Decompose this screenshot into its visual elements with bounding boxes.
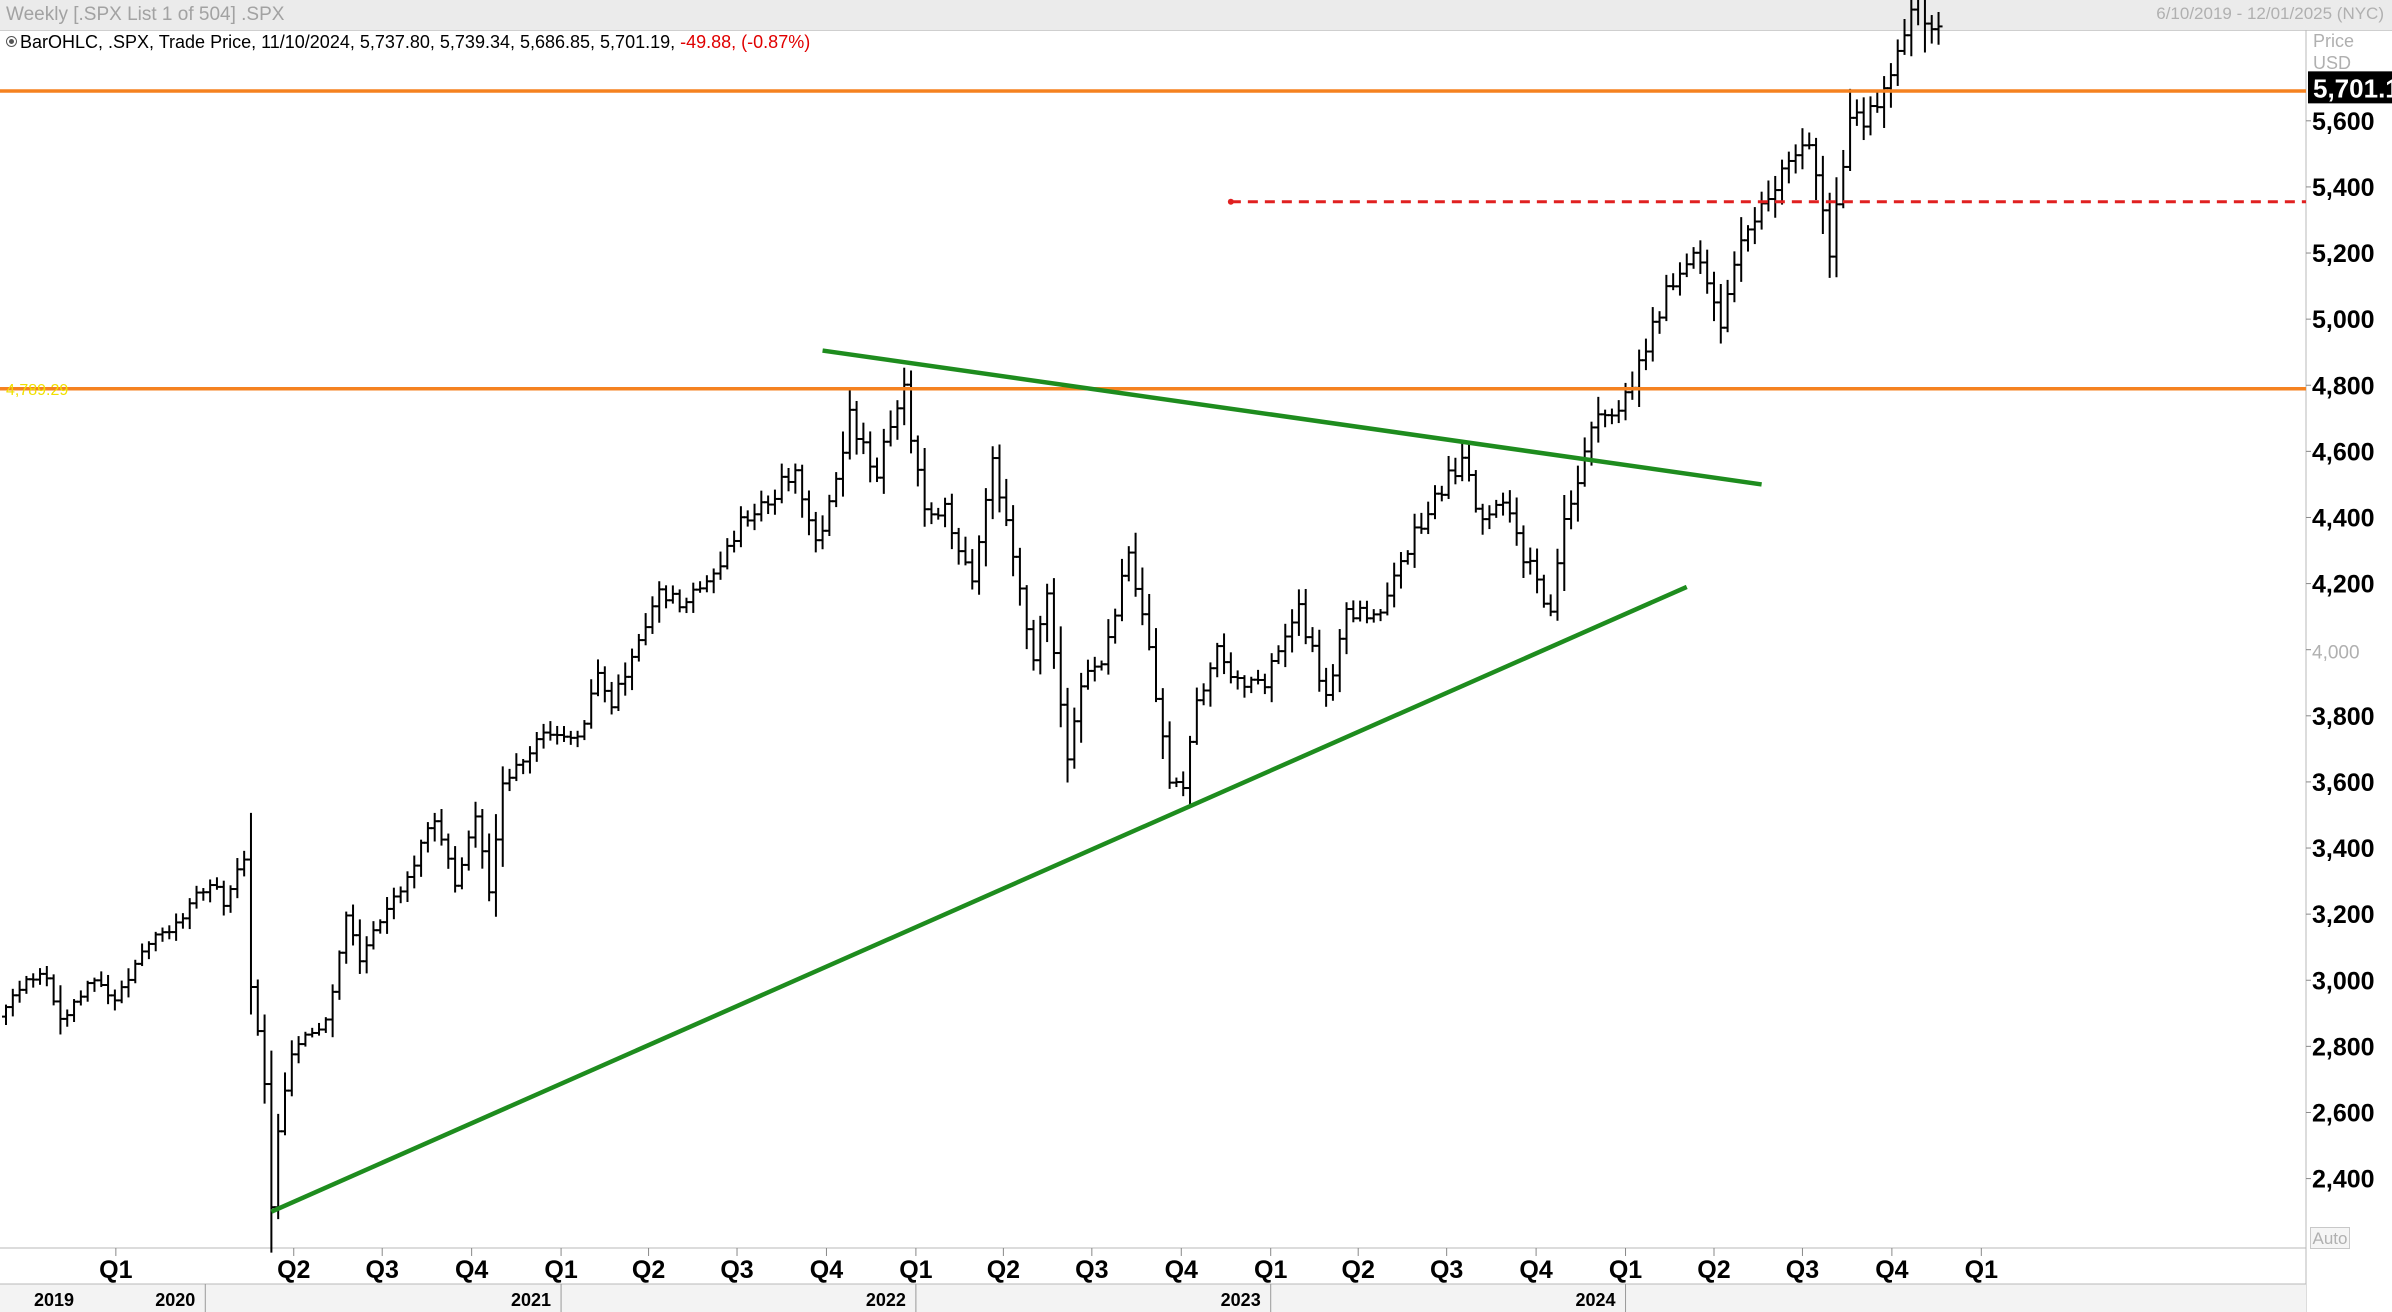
x-tick-label: Q1 xyxy=(544,1256,577,1284)
y-tick-label: 3,600 xyxy=(2312,769,2375,797)
year-label: 2021 xyxy=(511,1290,551,1310)
x-tick-label: Q3 xyxy=(1786,1256,1819,1284)
window-title: Weekly [.SPX List 1 of 504] .SPX xyxy=(6,4,285,25)
ohlc-bars xyxy=(2,0,1943,1253)
series-settings-icon[interactable] xyxy=(6,36,17,47)
y-tick-label: 2,800 xyxy=(2312,1033,2375,1061)
x-tick-label: Q3 xyxy=(1430,1256,1463,1284)
x-tick-label: Q1 xyxy=(1609,1256,1642,1284)
series-info-text: BarOHLC, .SPX, Trade Price, 11/10/2024, … xyxy=(20,32,676,52)
x-tick-label: Q4 xyxy=(455,1256,488,1284)
y-tick-label: 5,400 xyxy=(2312,174,2375,202)
ohlc-bar xyxy=(1923,0,1929,53)
ohlc-bar xyxy=(1907,0,1916,57)
prior-high-label: 4,789.29 xyxy=(6,382,68,399)
descending-trendline xyxy=(822,348,1762,487)
ohlc-bar xyxy=(1914,0,1920,26)
y-tick-label: 5,200 xyxy=(2312,240,2375,268)
rising-trendline xyxy=(270,584,1688,1214)
year-axis-band xyxy=(0,1284,2306,1312)
year-label: 2022 xyxy=(866,1290,906,1310)
price-axis-title: Price USD xyxy=(2313,30,2354,74)
year-label: 2020 xyxy=(155,1290,195,1310)
plot-area xyxy=(1,58,2306,1248)
x-tick-label: Q4 xyxy=(810,1256,843,1284)
y-tick-label: 4,800 xyxy=(2312,372,2375,400)
series-change-text: -49.88, (-0.87%) xyxy=(680,32,811,52)
last-price-label: 5,701.19 xyxy=(2313,73,2392,103)
y-tick-label: 4,400 xyxy=(2312,504,2375,532)
y-tick-label: 3,400 xyxy=(2312,835,2375,863)
x-tick-label: Q3 xyxy=(1075,1256,1108,1284)
x-tick-label: Q1 xyxy=(899,1256,932,1284)
x-tick-label: Q4 xyxy=(1165,1256,1198,1284)
year-label: 2019 xyxy=(34,1290,74,1310)
y-tick-label: 3,000 xyxy=(2312,967,2375,995)
y-tick-label: 3,200 xyxy=(2312,901,2375,929)
y-tick-label: 5,600 xyxy=(2312,108,2375,136)
x-tick-label: Q4 xyxy=(1519,1256,1552,1284)
ohlc-bar xyxy=(1927,15,1936,44)
x-tick-label: Q4 xyxy=(1875,1256,1908,1284)
date-range-label: 6/10/2019 - 12/01/2025 (NYC) xyxy=(2156,4,2384,23)
ohlc-bar xyxy=(1900,19,1909,55)
currency-label: USD xyxy=(2313,53,2352,73)
y-tick-label: 4,000 xyxy=(2312,643,2360,664)
x-tick-label: Q2 xyxy=(1342,1256,1375,1284)
x-tick-label: Q1 xyxy=(1254,1256,1287,1284)
x-tick-label: Q2 xyxy=(632,1256,665,1284)
last-price-flag xyxy=(2308,71,2392,104)
x-tick-label: Q2 xyxy=(1697,1256,1730,1284)
price-axis-label: Price xyxy=(2313,31,2355,51)
y-tick-label: 5,000 xyxy=(2312,306,2375,334)
y-tick-label: 4,600 xyxy=(2312,438,2375,466)
x-tick-label: Q3 xyxy=(720,1256,753,1284)
y-tick-label: 3,800 xyxy=(2312,703,2375,731)
x-tick-label: Q2 xyxy=(277,1256,310,1284)
y-tick-label: 2,600 xyxy=(2312,1099,2375,1127)
series-info-line: BarOHLC, .SPX, Trade Price, 11/10/2024, … xyxy=(6,32,810,56)
year-label: 2024 xyxy=(1575,1290,1615,1310)
y-tick-label: 2,400 xyxy=(2312,1166,2375,1194)
dashed-level-anchor xyxy=(1227,198,1234,205)
x-tick-label: Q1 xyxy=(1965,1256,1998,1284)
year-label: 2023 xyxy=(1221,1290,1261,1310)
auto-scale-button[interactable]: Auto xyxy=(2310,1227,2350,1249)
ohlc-bar xyxy=(1934,11,1943,45)
x-tick-label: Q1 xyxy=(99,1256,132,1284)
window-title-bar: Weekly [.SPX List 1 of 504] .SPX 6/10/20… xyxy=(0,0,2392,31)
x-tick-label: Q2 xyxy=(987,1256,1020,1284)
x-tick-label: Q3 xyxy=(366,1256,399,1284)
y-tick-label: 4,200 xyxy=(2312,571,2375,599)
